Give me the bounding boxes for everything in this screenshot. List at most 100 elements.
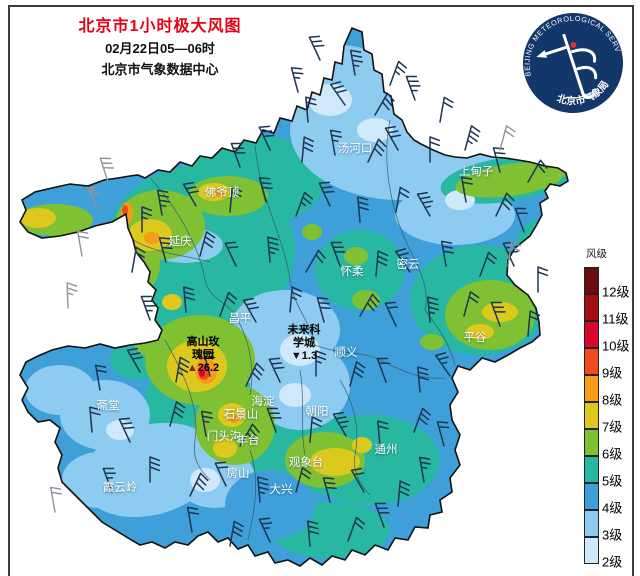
wind-barb bbox=[245, 362, 265, 387]
wind-barb bbox=[295, 191, 314, 217]
wind-barb bbox=[189, 472, 209, 497]
wind-barb bbox=[202, 351, 216, 377]
legend-label: 10级 bbox=[602, 338, 630, 354]
wind-level-legend: 风级 12级 11级 10级 9级 8级 7级 6级 5级 4级 3级 2级 bbox=[584, 246, 638, 569]
legend-swatch bbox=[584, 537, 599, 564]
district-borders bbox=[132, 119, 456, 541]
wind-barb bbox=[214, 461, 229, 487]
wind-barb bbox=[230, 142, 246, 168]
frame-left bbox=[8, 5, 10, 576]
wind-barb bbox=[349, 361, 366, 387]
wind-barb bbox=[200, 410, 214, 437]
wind-barb bbox=[66, 282, 78, 309]
wind-barb bbox=[405, 75, 421, 101]
wind-barb bbox=[395, 186, 410, 213]
wind-barb bbox=[315, 350, 327, 377]
legend-item: 12级 bbox=[584, 267, 638, 299]
legend-item: 5级 bbox=[584, 456, 638, 488]
wind-barb bbox=[349, 49, 363, 76]
wind-barb bbox=[102, 467, 116, 493]
wind-barb bbox=[175, 356, 190, 383]
legend-label: 9级 bbox=[602, 365, 623, 381]
legend-items: 12级 11级 10级 9级 8级 7级 6级 5级 4级 3级 2级 bbox=[584, 267, 638, 569]
page-title: 北京市1小时极大风图 bbox=[78, 18, 242, 35]
agency-logo: BEIJING METEOROLOGICAL SERVICE 北京市气象局 bbox=[520, 8, 623, 115]
vane-arrow bbox=[536, 50, 548, 58]
legend-label: 7级 bbox=[602, 419, 623, 435]
wind-barb bbox=[374, 92, 395, 116]
legend-label: 3级 bbox=[602, 527, 623, 543]
wind-barb bbox=[427, 296, 440, 323]
wind-barb bbox=[499, 125, 516, 151]
wind-barb bbox=[464, 125, 481, 151]
wind-barb bbox=[332, 411, 350, 437]
wind-barb bbox=[492, 147, 506, 173]
wind-barb bbox=[514, 207, 528, 233]
wind-barb bbox=[329, 129, 343, 156]
wind-barb bbox=[158, 237, 173, 263]
legend-swatch bbox=[584, 267, 599, 294]
wind-barb bbox=[99, 157, 115, 183]
legend-swatch bbox=[584, 510, 599, 537]
legend-swatch bbox=[584, 429, 599, 456]
wind-barb bbox=[224, 241, 239, 267]
legend-item: 6级 bbox=[584, 429, 638, 461]
wind-barb bbox=[377, 420, 389, 447]
wind-barb bbox=[50, 486, 62, 513]
wind-barb bbox=[490, 301, 506, 327]
legend-label: 12级 bbox=[602, 284, 630, 300]
wind-barb bbox=[418, 456, 432, 483]
wind-barb bbox=[182, 181, 200, 207]
weather-vane-icon bbox=[544, 33, 598, 99]
wind-barb bbox=[309, 416, 323, 443]
wind-barbs bbox=[50, 35, 549, 547]
legend-swatch bbox=[584, 483, 599, 510]
wind-barb bbox=[502, 241, 519, 267]
legend-item: 7级 bbox=[584, 402, 638, 434]
wind-barb bbox=[305, 96, 317, 123]
legend-swatch bbox=[584, 456, 599, 483]
wind-barb bbox=[389, 60, 408, 86]
wind-barb bbox=[479, 251, 498, 277]
wind-barb bbox=[416, 191, 434, 217]
data-source: 北京市气象数据中心 bbox=[101, 62, 219, 77]
wind-barb bbox=[350, 467, 365, 493]
wind-barb bbox=[384, 125, 402, 151]
wind-barb bbox=[463, 291, 480, 317]
wind-barb bbox=[507, 240, 521, 267]
wind-barb-pennant bbox=[87, 186, 97, 195]
wind-barb bbox=[318, 181, 335, 207]
wind-barb bbox=[527, 310, 541, 337]
wind-barb bbox=[77, 230, 89, 257]
wind-barb bbox=[295, 467, 312, 493]
legend-label: 4级 bbox=[602, 500, 623, 516]
wind-barb bbox=[229, 520, 244, 547]
map-header: 北京市1小时极大风图 02月22日05—06时 北京市气象数据中心 bbox=[10, 12, 310, 78]
legend-item: 10级 bbox=[584, 321, 638, 353]
wind-barb bbox=[267, 236, 280, 263]
wind-barb bbox=[440, 240, 454, 267]
wind-barb bbox=[322, 477, 337, 503]
wind-barb bbox=[495, 192, 515, 217]
wind-barb bbox=[266, 407, 282, 433]
wind-barb bbox=[413, 407, 432, 433]
wind-barb bbox=[537, 266, 549, 293]
wind-barb bbox=[308, 35, 325, 61]
wind-barb bbox=[347, 516, 366, 542]
legend-item: 3级 bbox=[584, 510, 638, 542]
wind-barb bbox=[186, 506, 200, 533]
wind-barb bbox=[156, 189, 170, 216]
wind-barb bbox=[290, 67, 304, 93]
legend-swatch bbox=[584, 402, 599, 429]
wind-barb bbox=[149, 456, 161, 483]
wind-barb bbox=[183, 286, 196, 313]
wind-barb bbox=[289, 286, 303, 313]
wind-barb bbox=[301, 136, 315, 163]
wind-barb bbox=[199, 231, 216, 257]
legend-label: 2级 bbox=[602, 554, 623, 570]
wind-barb bbox=[141, 206, 153, 233]
legend-item: 2级 bbox=[584, 537, 638, 569]
legend-item: 9级 bbox=[584, 348, 638, 380]
wind-barb bbox=[268, 357, 285, 383]
legend-label: 5级 bbox=[602, 473, 623, 489]
